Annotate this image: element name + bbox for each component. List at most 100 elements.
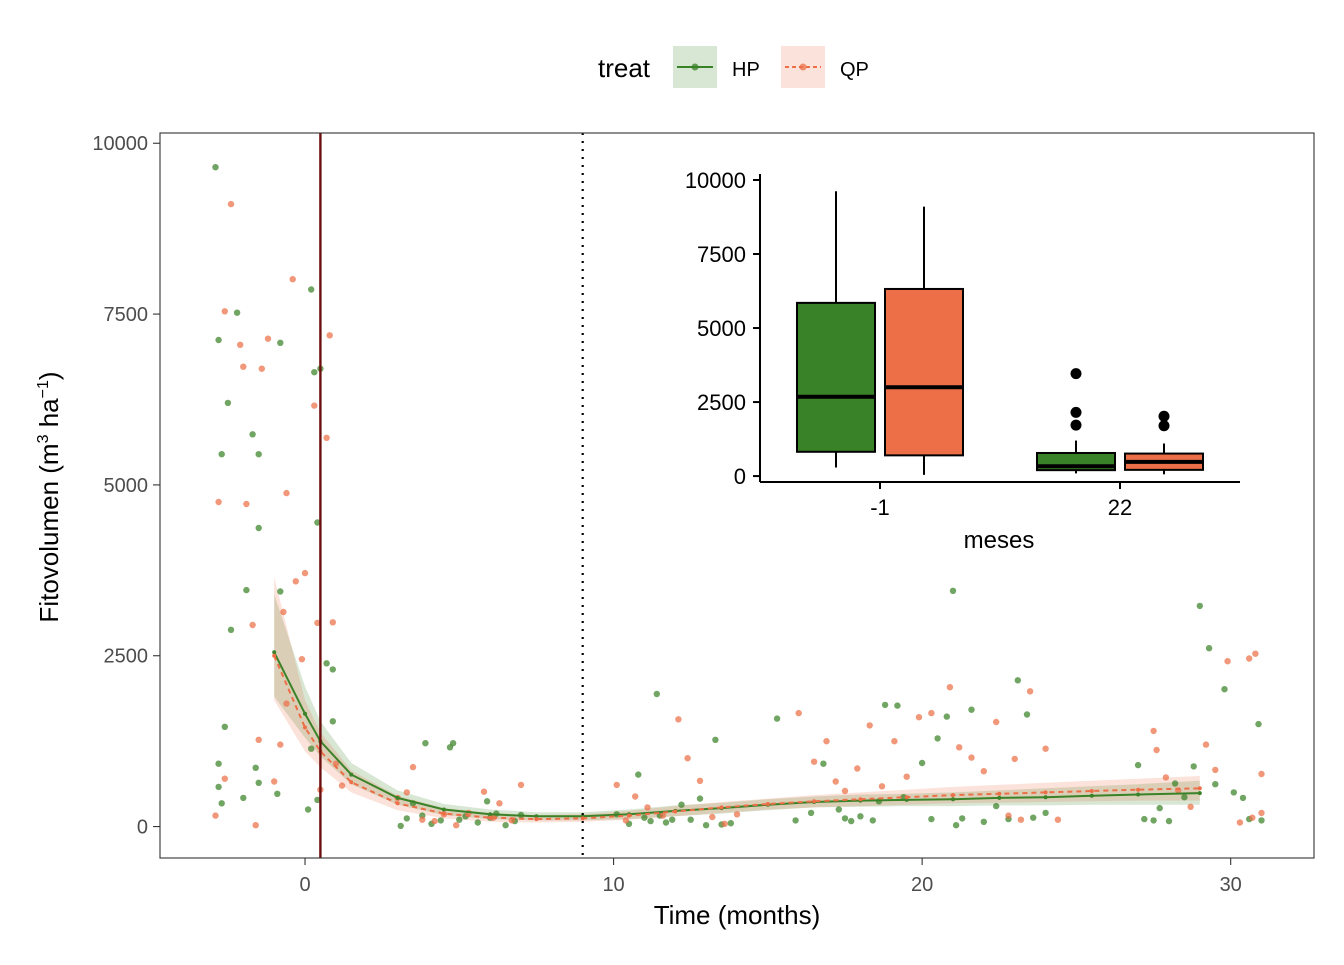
- point-qp: [891, 738, 898, 745]
- point-qp: [221, 775, 228, 782]
- point-hp: [702, 822, 710, 829]
- point-hp: [881, 701, 889, 709]
- point-qp: [252, 822, 259, 829]
- point-hp: [949, 587, 957, 594]
- point-hp: [212, 164, 219, 171]
- point-hp: [848, 817, 855, 825]
- point-hp: [857, 813, 864, 820]
- point-hp: [1150, 817, 1157, 824]
- trend-point-qp: [904, 795, 909, 800]
- point-hp: [669, 816, 676, 823]
- point-qp: [280, 608, 287, 616]
- trend-point-hp: [1136, 792, 1141, 797]
- point-hp: [474, 819, 481, 826]
- point-qp: [326, 332, 333, 339]
- point-qp: [632, 793, 639, 800]
- inset-y-tick-label: 0: [734, 464, 746, 489]
- point-hp: [1196, 602, 1204, 610]
- trend-lines: [272, 650, 1202, 822]
- point-hp: [277, 588, 284, 595]
- point-qp: [795, 709, 802, 717]
- point-qp: [1246, 655, 1253, 662]
- point-hp: [1190, 763, 1197, 770]
- box-outlier: [1070, 406, 1082, 418]
- point-hp: [218, 451, 225, 458]
- point-qp: [289, 276, 296, 283]
- point-qp: [1258, 770, 1265, 778]
- reference-lines: [319, 133, 584, 858]
- trend-point-qp: [719, 805, 724, 810]
- point-qp: [1153, 746, 1160, 754]
- trend-point-hp: [997, 795, 1002, 800]
- point-hp: [483, 798, 491, 805]
- point-qp: [212, 812, 219, 819]
- point-qp: [659, 812, 667, 819]
- ci-band-qp: [274, 577, 1200, 823]
- point-qp: [709, 813, 716, 821]
- trend-point-qp: [1043, 790, 1048, 795]
- point-hp: [952, 822, 960, 829]
- trend-point-hp: [951, 797, 955, 802]
- point-hp: [635, 771, 642, 778]
- point-qp: [721, 820, 728, 827]
- trend-point-qp: [580, 816, 585, 821]
- inset-y-tick-label: 5000: [697, 316, 746, 341]
- y-axis-title-sup1: 3: [35, 434, 52, 443]
- box-hp--1: [796, 191, 876, 468]
- trend-point-qp: [627, 813, 631, 818]
- point-hp: [841, 815, 849, 822]
- legend: treat HP QP: [598, 46, 869, 88]
- trend-line-hp: [273, 651, 1200, 818]
- x-tick-label: 30: [1220, 874, 1242, 896]
- point-hp: [943, 713, 950, 720]
- trend-point-qp: [272, 653, 277, 658]
- trend-line-qp: [273, 655, 1200, 821]
- point-qp: [878, 783, 886, 790]
- point-hp: [1014, 677, 1021, 684]
- point-hp: [835, 806, 842, 813]
- point-qp: [227, 200, 235, 208]
- point-hp: [304, 806, 312, 813]
- point-qp: [283, 700, 290, 707]
- point-qp: [1258, 809, 1265, 817]
- point-hp: [641, 814, 648, 821]
- point-qp: [956, 744, 963, 751]
- point-qp: [240, 363, 247, 370]
- x-tick-label: 0: [299, 874, 310, 896]
- trend-point-qp: [441, 811, 446, 816]
- point-hp: [980, 818, 987, 825]
- box-outlier: [1070, 419, 1082, 431]
- trend-point-hp: [1197, 791, 1202, 796]
- point-qp: [1026, 688, 1034, 695]
- point-hp: [712, 736, 719, 743]
- point-hp: [820, 760, 827, 767]
- trend-point-qp: [395, 801, 400, 806]
- point-qp: [237, 341, 244, 348]
- point-qp: [255, 736, 262, 743]
- point-qp: [832, 778, 839, 785]
- point-hp: [308, 745, 315, 752]
- trend-point-qp: [673, 809, 678, 814]
- point-qp: [249, 621, 256, 629]
- trend-point-qp: [951, 793, 955, 798]
- point-hp: [456, 816, 463, 823]
- point-hp: [227, 626, 235, 633]
- point-hp: [329, 718, 336, 725]
- point-qp: [810, 758, 818, 765]
- point-hp: [314, 519, 321, 526]
- point-hp: [869, 817, 876, 824]
- point-qp: [928, 709, 935, 717]
- point-qp: [298, 656, 306, 663]
- point-hp: [1023, 711, 1031, 718]
- point-hp: [233, 309, 241, 316]
- point-hp: [224, 399, 232, 407]
- point-hp: [1141, 815, 1148, 823]
- trend-point-hp: [441, 807, 446, 812]
- point-hp: [274, 790, 281, 797]
- point-qp: [301, 569, 309, 577]
- point-hp: [252, 764, 259, 771]
- trend-point-hp: [1043, 795, 1048, 800]
- box-outlier: [1158, 410, 1170, 422]
- point-hp: [928, 815, 935, 823]
